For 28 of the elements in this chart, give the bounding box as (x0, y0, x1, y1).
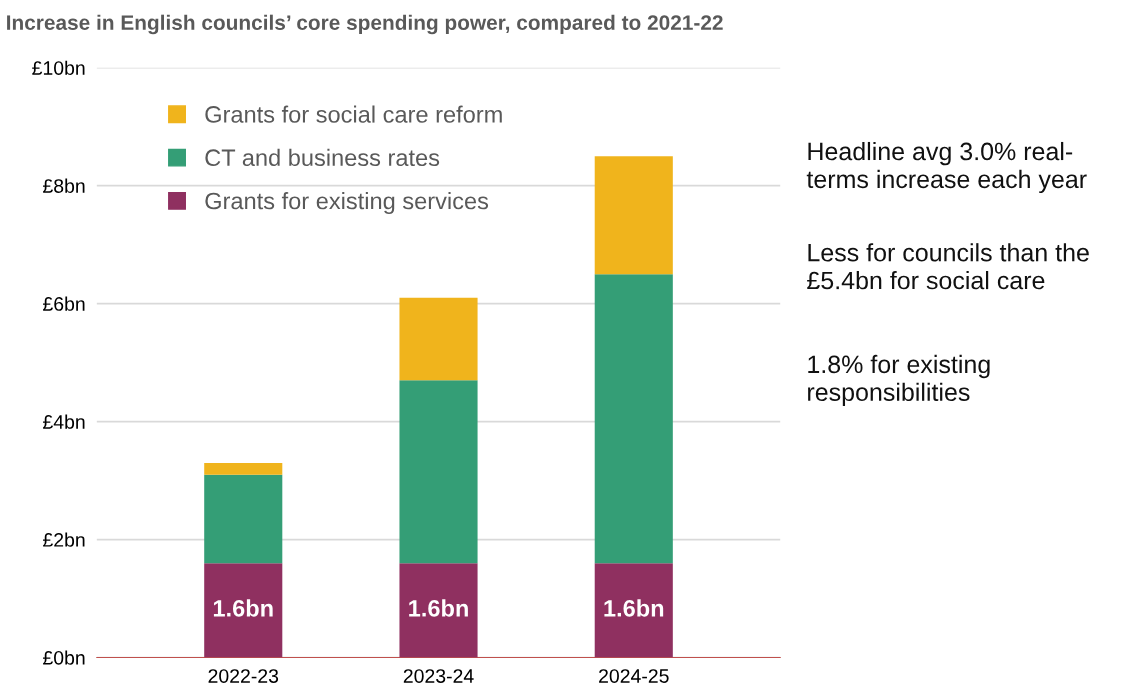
bar (594, 274, 673, 564)
chart-title: Increase in English councils’ core spending power, compared to 2021-22 (7, 14, 723, 35)
x-tick-label: 2024-25 (599, 669, 669, 683)
legend-label: Grants for social care reform (205, 105, 502, 123)
text: 1.8% for existing responsibilities (808, 354, 990, 406)
bar (204, 563, 283, 658)
legend-label: Grants for existing services (205, 192, 489, 215)
x-tick-label: 2022-23 (208, 669, 279, 683)
data-label: 1.6bn (604, 599, 664, 617)
bar (399, 297, 478, 381)
legend-label: CT and business rates (205, 148, 440, 167)
bar (204, 474, 283, 564)
data-label: 1.6bn (409, 599, 468, 617)
bar (204, 462, 283, 475)
bar (399, 563, 478, 658)
bar (399, 380, 478, 564)
y-tick-label: £8bn (43, 178, 85, 193)
y-tick-label: £2bn (43, 532, 85, 547)
x-tick-label: 2023-24 (403, 669, 474, 683)
bar (594, 563, 673, 658)
y-tick-label: £4bn (43, 414, 85, 429)
bar (594, 156, 673, 275)
y-tick-label: £6bn (43, 296, 85, 311)
data-label: 1.6bn (213, 599, 273, 617)
y-tick-label: £0bn (43, 650, 85, 665)
y-tick-label: £10bn (32, 60, 85, 75)
text: Less for councils than the £5.4bn for social care (807, 243, 1089, 290)
text: Headline avg 3.0% real- terms increase each year (806, 141, 1087, 194)
